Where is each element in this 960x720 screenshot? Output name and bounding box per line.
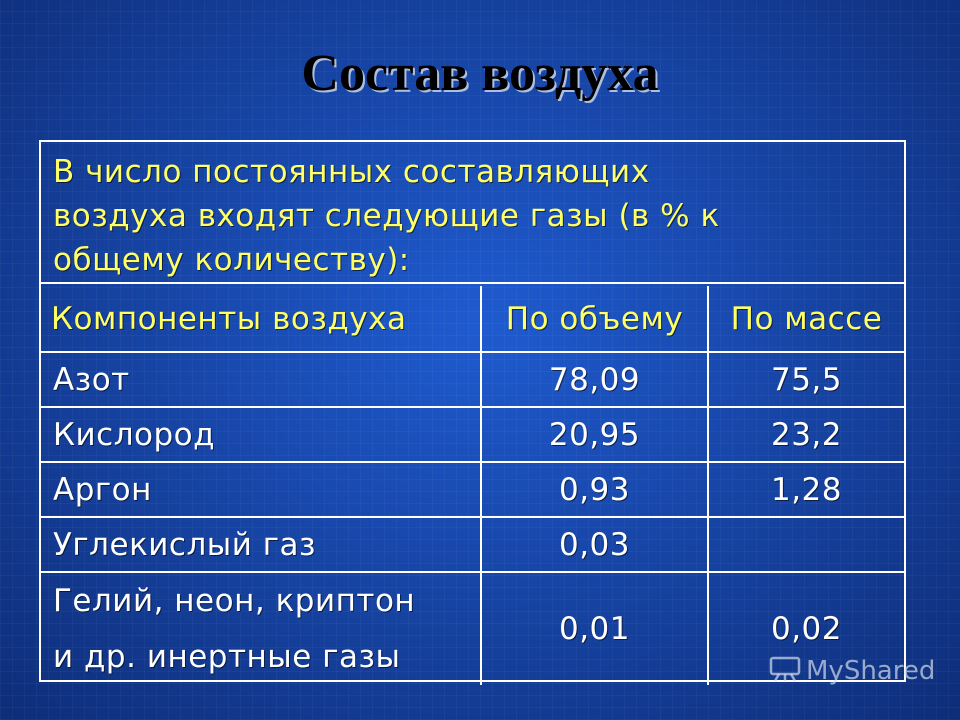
component-name-line: и др. инертные газы [53,639,401,675]
mass-value: 23,2 [707,406,904,463]
table-header-row: Компоненты воздуха По объему По массе [41,286,904,353]
mass-value: 75,5 [707,351,904,408]
table-row: Аргон 0,93 1,28 [41,461,904,518]
slide-title: Состав воздуха [301,45,659,102]
table-row: Углекислый газ 0,03 [41,516,904,573]
intro-text: В число постоянных составляющих воздуха … [41,142,904,284]
header-by-volume: По объему [480,286,709,353]
component-name: Гелий, неон, криптон и др. инертные газы [41,571,482,685]
mass-value [707,516,904,573]
intro-line: общему количеству): [53,242,410,278]
intro-line: воздуха входят следующие газы (в % к [53,198,720,234]
mass-value: 0,02 [707,571,904,685]
volume-value: 0,01 [480,571,709,685]
component-name-line: Гелий, неон, криптон [53,583,416,619]
volume-value: 0,03 [480,516,709,573]
intro-line: В число постоянных составляющих [53,154,650,190]
watermark: MyShared [768,656,935,686]
header-by-mass: По массе [707,286,904,353]
table-row: Кислород 20,95 23,2 [41,406,904,463]
component-name: Углекислый газ [41,516,482,573]
volume-value: 0,93 [480,461,709,518]
table-row: Азот 78,09 75,5 [41,351,904,408]
table-row: Гелий, неон, криптон и др. инертные газы… [41,571,904,685]
volume-value: 78,09 [480,351,709,408]
volume-value: 20,95 [480,406,709,463]
presentation-board-icon [768,656,802,682]
component-name: Кислород [41,406,482,463]
mass-value: 1,28 [707,461,904,518]
header-components: Компоненты воздуха [41,286,482,353]
air-composition-table: Компоненты воздуха По объему По массе Аз… [41,286,904,685]
watermark-text: MyShared [806,656,936,686]
component-name: Азот [41,351,482,408]
component-name: Аргон [41,461,482,518]
